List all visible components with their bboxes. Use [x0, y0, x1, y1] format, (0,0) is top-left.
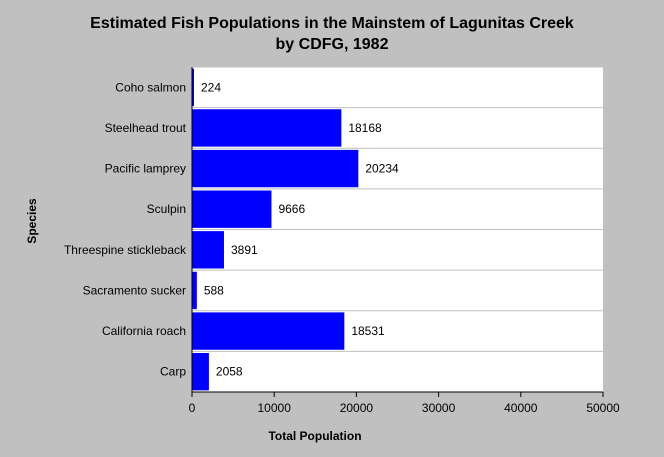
x-tick-label: 40000: [504, 401, 538, 415]
data-label: 18168: [348, 121, 382, 135]
data-label: 20234: [365, 162, 399, 176]
x-tick-label: 0: [189, 401, 196, 415]
bar: [192, 231, 224, 269]
x-tick-label: 20000: [340, 401, 374, 415]
bar: [192, 271, 197, 310]
category-label: California roach: [102, 324, 186, 338]
category-label: Pacific lamprey: [105, 162, 186, 176]
category-label: Carp: [160, 365, 186, 379]
data-label: 18531: [351, 324, 385, 338]
category-label: Sculpin: [147, 202, 186, 216]
x-axis-title: Total Population: [268, 429, 361, 443]
data-labels: 224 18168 20234 9666 3891 588 18531 2058: [201, 80, 399, 378]
gridlines: [192, 66, 603, 352]
category-labels: Coho salmon Steelhead trout Pacific lampre…: [64, 80, 187, 378]
data-label: 2058: [216, 365, 243, 379]
bars: [192, 68, 359, 391]
x-tick-label: 50000: [586, 401, 620, 415]
bar: [192, 149, 359, 188]
data-label: 224: [201, 80, 221, 94]
data-label: 3891: [231, 243, 258, 257]
bar: [192, 353, 209, 391]
chart-title-line-1: Estimated Fish Populations in the Mainst…: [90, 15, 574, 32]
bar: [192, 109, 342, 147]
chart-title-line-2: by CDFG, 1982: [276, 36, 389, 53]
x-tick-label: 10000: [258, 401, 292, 415]
data-label: 588: [204, 283, 224, 297]
category-label: Sacramento sucker: [83, 283, 186, 297]
x-tick-label: 30000: [422, 401, 456, 415]
data-label: 9666: [278, 202, 305, 216]
category-label: Threespine stickleback: [64, 243, 187, 257]
bar: [192, 68, 194, 106]
bar: [192, 312, 345, 350]
category-label: Coho salmon: [115, 80, 186, 94]
bar: [192, 190, 272, 228]
y-axis-title: Species: [25, 198, 39, 244]
category-label: Steelhead trout: [105, 121, 187, 135]
x-axis-ticks: 0 10000 20000 30000 40000 50000: [189, 392, 620, 415]
